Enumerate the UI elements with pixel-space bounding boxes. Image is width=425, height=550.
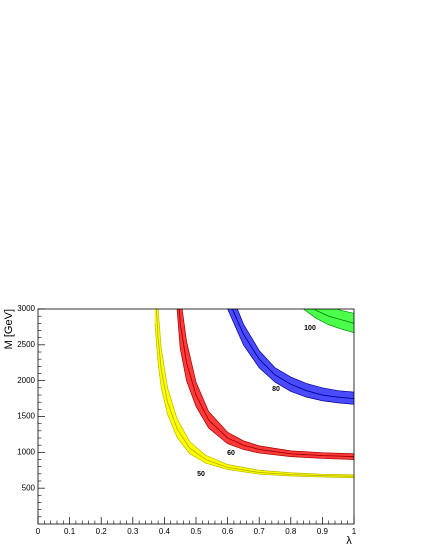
- band-label: 60: [227, 450, 235, 457]
- y-tick-label: 2500: [17, 340, 35, 349]
- x-tick-label: 0: [36, 527, 41, 536]
- plot-frame: [37, 308, 355, 525]
- band-fill: [303, 309, 354, 333]
- y-tick-label: 500: [22, 483, 36, 492]
- band-center-line: [155, 309, 354, 477]
- x-tick-label: 0.6: [222, 527, 234, 536]
- band-edge-line: [154, 323, 354, 479]
- band-edge-line: [181, 309, 354, 455]
- band-fill: [177, 309, 354, 460]
- x-tick-label: 0.4: [159, 527, 171, 536]
- band-label: 50: [197, 471, 205, 478]
- x-tick-label: 0.7: [254, 527, 266, 536]
- band-edge-line: [176, 309, 354, 460]
- y-tick-label: 2000: [17, 376, 35, 385]
- band-center-line: [178, 309, 354, 458]
- y-tick-label: 1500: [17, 412, 35, 421]
- band-edge-line: [336, 309, 354, 314]
- x-tick-label: 0.3: [127, 527, 139, 536]
- x-tick-label: 0.8: [285, 527, 297, 536]
- x-tick-label: 1: [352, 527, 357, 536]
- y-tick-label: 3000: [17, 304, 35, 313]
- band-edge-line: [303, 309, 354, 333]
- band-edge-line: [236, 309, 354, 393]
- x-tick-label: 0.5: [190, 527, 202, 536]
- x-tick-label: 0.2: [96, 527, 108, 536]
- y-tick-label: 1000: [17, 447, 35, 456]
- band-label: 100: [304, 325, 316, 332]
- band-center-line: [232, 309, 354, 400]
- bands: [154, 309, 354, 479]
- band-fill: [227, 309, 354, 405]
- x-tick-label: 0.1: [64, 527, 76, 536]
- x-tick-label: 0.9: [317, 527, 329, 536]
- band-center-line: [313, 309, 354, 324]
- band-edge-line: [157, 309, 354, 476]
- y-axis-label: M [GeV]: [3, 309, 15, 349]
- band-label: 80: [272, 386, 280, 393]
- x-axis-label: λ: [346, 535, 352, 547]
- band-edge-line: [227, 309, 354, 405]
